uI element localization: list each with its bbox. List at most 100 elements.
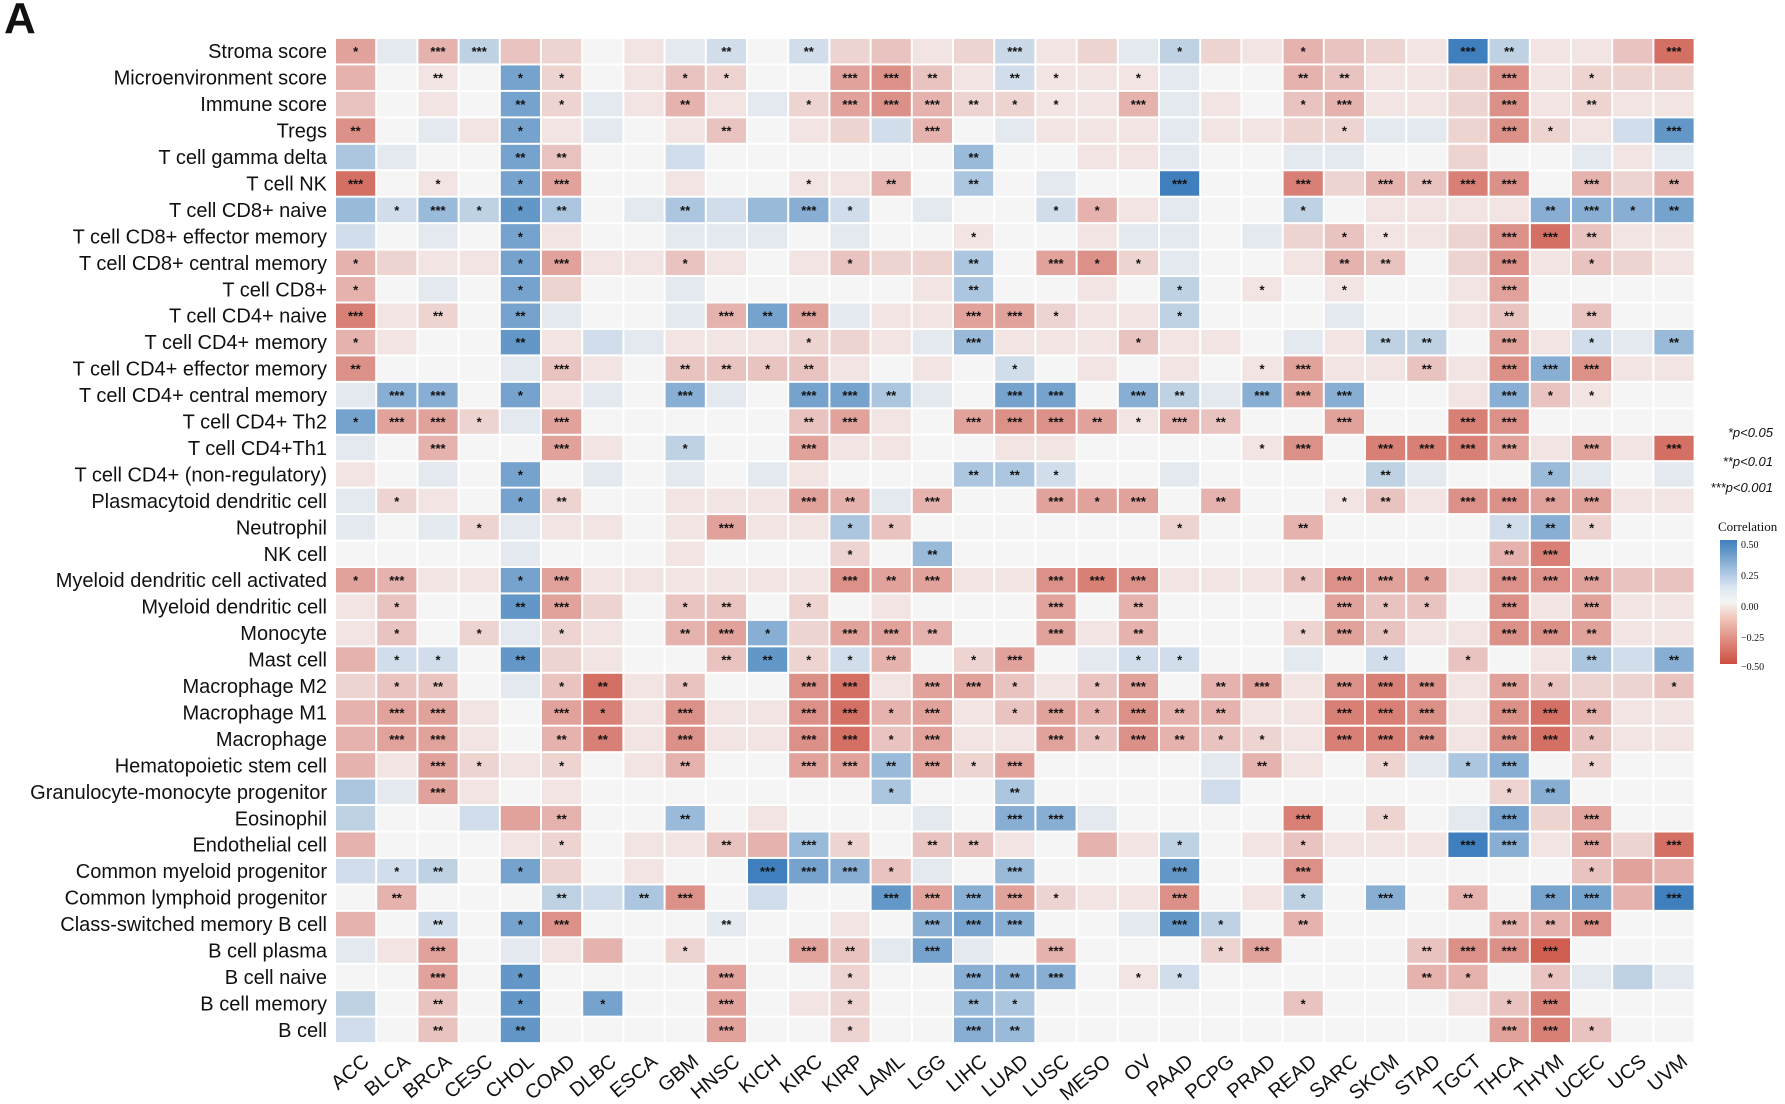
heatmap-cell (1036, 329, 1076, 355)
heatmap-cell (1118, 171, 1158, 196)
heatmap-cell (500, 488, 540, 514)
significance-stars: * (1095, 679, 1101, 694)
heatmap-cell (1530, 382, 1570, 408)
significance-stars: ** (969, 996, 980, 1011)
row-label: NK cell (264, 544, 327, 566)
heatmap-cell (748, 911, 788, 937)
significance-stars: ** (433, 996, 444, 1011)
heatmap-cell (1572, 382, 1612, 408)
heatmap-cell (1324, 197, 1364, 223)
heatmap-cell (748, 303, 788, 328)
significance-stars: ** (1504, 309, 1515, 324)
heatmap-cell (624, 700, 664, 725)
heatmap-cell (1489, 806, 1529, 831)
significance-stars: *** (1502, 494, 1518, 509)
heatmap-cell (459, 144, 499, 170)
heatmap-cell (871, 620, 911, 646)
significance-stars: *** (1502, 176, 1518, 191)
row-label: Macrophage (216, 729, 327, 751)
heatmap-cell (954, 700, 994, 725)
heatmap-cell (1242, 224, 1282, 249)
heatmap-cell (336, 329, 376, 355)
heatmap-cell (377, 197, 417, 223)
heatmap-cell (748, 277, 788, 302)
heatmap-cell (665, 197, 705, 223)
significance-stars: * (1259, 441, 1265, 456)
heatmap-cell (500, 65, 540, 90)
heatmap-cell (871, 224, 911, 249)
heatmap-cell (1283, 594, 1323, 619)
significance-stars: *** (1460, 415, 1476, 430)
heatmap-cell (912, 91, 952, 117)
heatmap-cell (1366, 911, 1406, 937)
significance-stars: *** (925, 705, 941, 720)
heatmap-cell (1077, 277, 1117, 302)
heatmap-cell (1160, 806, 1200, 831)
significance-stars: *** (1337, 732, 1353, 747)
column-labels: ACCBLCABRCACESCCHOLCOADDLBCESCAGBMHNSCKI… (327, 1050, 1692, 1104)
significance-stars: ** (351, 362, 362, 377)
heatmap-cell (830, 171, 870, 196)
significance-stars: *** (1502, 388, 1518, 403)
heatmap-cell (459, 171, 499, 196)
heatmap-cell (954, 224, 994, 249)
heatmap-cell (789, 991, 829, 1016)
heatmap-cell (830, 673, 870, 699)
heatmap-cell (377, 594, 417, 619)
heatmap-cell (954, 409, 994, 434)
heatmap-cell (1654, 806, 1694, 831)
heatmap-cell (1077, 832, 1117, 857)
heatmap-cell (583, 39, 623, 64)
significance-stars: *** (966, 891, 982, 906)
heatmap-cell (500, 858, 540, 884)
heatmap-cell (665, 118, 705, 143)
heatmap-cell (954, 171, 994, 196)
heatmap-cell (1242, 806, 1282, 831)
heatmap-cell (1118, 832, 1158, 857)
row-label: Monocyte (240, 623, 327, 645)
heatmap-cell (665, 303, 705, 328)
heatmap-cell (1283, 620, 1323, 646)
heatmap-cell (624, 779, 664, 805)
heatmap-cell (1077, 303, 1117, 328)
heatmap-cell (1118, 700, 1158, 725)
heatmap-cell (1407, 303, 1447, 328)
heatmap-cell (1201, 250, 1241, 276)
heatmap-cell (1407, 329, 1447, 355)
significance-stars: *** (842, 388, 858, 403)
significance-stars: ** (886, 758, 897, 773)
significance-stars: *** (1048, 626, 1064, 641)
heatmap-cell (1654, 753, 1694, 778)
heatmap-cell (1160, 118, 1200, 143)
heatmap-cell (1613, 858, 1653, 884)
heatmap-cell (1613, 647, 1653, 672)
heatmap-cell (1613, 885, 1653, 910)
significance-stars: *** (842, 97, 858, 112)
significance-stars: * (1465, 653, 1471, 668)
heatmap-cell (1283, 91, 1323, 117)
column-label: LGG (904, 1050, 951, 1094)
heatmap-cell (1448, 39, 1488, 64)
heatmap-cell (542, 277, 582, 302)
heatmap-cell (748, 409, 788, 434)
significance-stars: ** (1216, 705, 1227, 720)
heatmap-cell (830, 1017, 870, 1043)
heatmap-cell (1077, 858, 1117, 884)
heatmap-cell (377, 568, 417, 593)
heatmap-cell (1201, 277, 1241, 302)
significance-stars: *** (1172, 891, 1188, 906)
heatmap-cell (1242, 435, 1282, 461)
heatmap-cell (789, 462, 829, 487)
heatmap-cell (1283, 991, 1323, 1016)
heatmap-cell (706, 1017, 746, 1043)
heatmap-cell (748, 1017, 788, 1043)
heatmap-cell (336, 171, 376, 196)
heatmap-cell (1324, 118, 1364, 143)
heatmap-cell (1613, 409, 1653, 434)
heatmap-cell (1654, 620, 1694, 646)
heatmap-cell (1489, 171, 1529, 196)
heatmap-cell (1448, 65, 1488, 90)
significance-stars: ** (721, 362, 732, 377)
heatmap-cell (1572, 806, 1612, 831)
significance-stars: *** (1502, 600, 1518, 615)
